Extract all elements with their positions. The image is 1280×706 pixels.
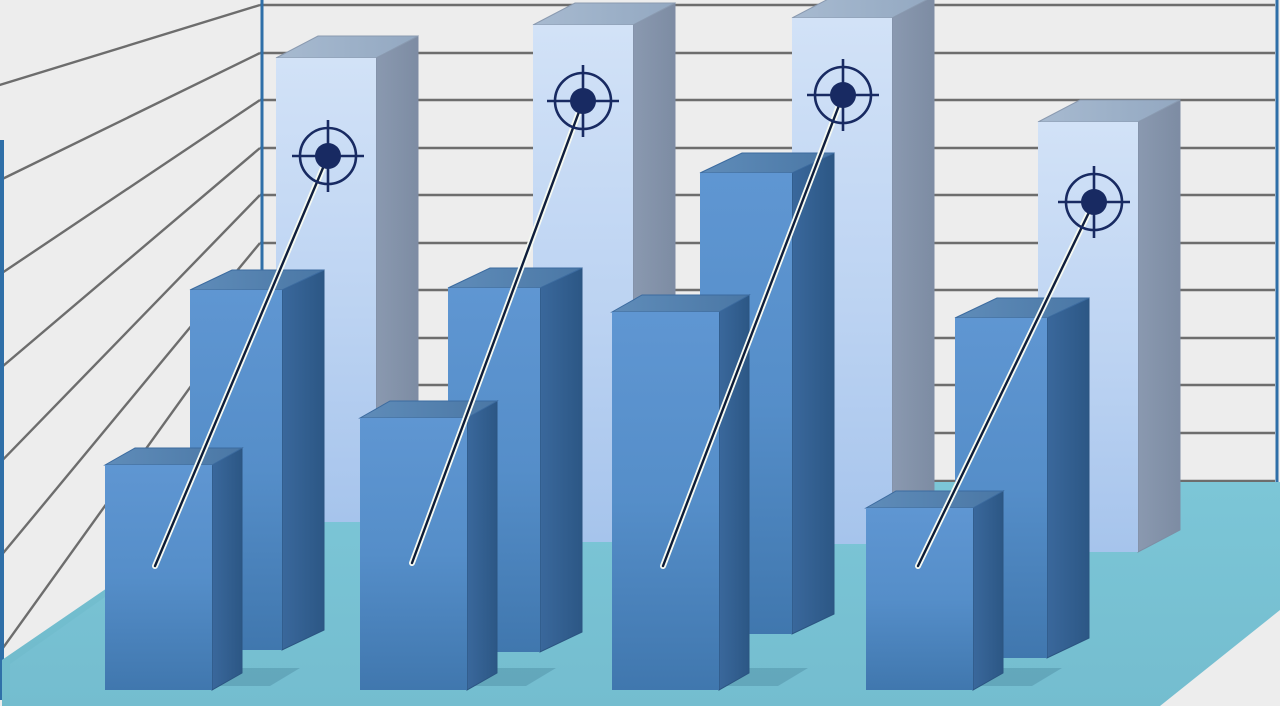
bar-side [1137, 99, 1181, 553]
bar-side [891, 0, 935, 545]
target-markers-group [292, 59, 1130, 238]
bar-side [466, 400, 498, 691]
target-marker-2[interactable] [547, 65, 619, 137]
needle-3 [660, 92, 846, 569]
target-marker-4[interactable] [1058, 166, 1130, 238]
bar-front [612, 312, 719, 690]
bar-front [866, 508, 973, 690]
needle-2 [409, 98, 586, 566]
bar-front-3[interactable] [610, 294, 751, 691]
bar-side [539, 267, 583, 653]
bar-side [211, 447, 243, 691]
needle-1 [152, 153, 331, 569]
bar-side [281, 269, 325, 651]
bar-side [791, 152, 835, 635]
bar-front-2[interactable] [358, 400, 499, 691]
target-marker-1[interactable] [292, 120, 364, 192]
bar-side [972, 490, 1004, 691]
target-marker-3[interactable] [807, 59, 879, 131]
bar-side [1046, 297, 1090, 659]
needle-4 [915, 199, 1097, 569]
needles-group [152, 92, 1097, 569]
bar-front-1[interactable] [103, 447, 244, 691]
bar-front-4[interactable] [864, 490, 1005, 691]
bar-shadows [212, 668, 1062, 686]
bar-front [105, 465, 212, 690]
